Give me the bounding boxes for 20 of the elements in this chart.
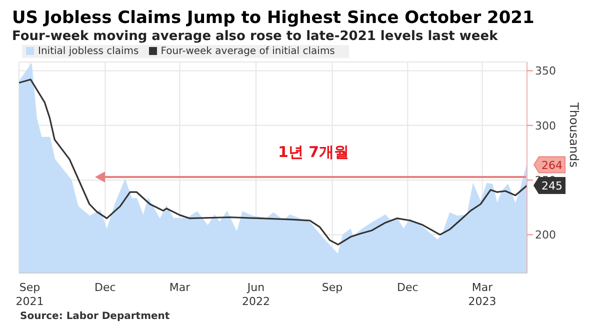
data-label: 264 — [542, 158, 562, 172]
x-tick-label: Dec — [397, 281, 418, 294]
y-tick-label: 350 — [535, 64, 556, 78]
x-tick-label: Sep — [322, 281, 343, 294]
x-tick-label: Sep 2021 — [16, 281, 44, 308]
legend-label: Initial jobless claims — [38, 46, 139, 57]
x-tick-label: Jun 2022 — [242, 281, 270, 308]
chart-title: US Jobless Claims Jump to Highest Since October 2021 — [11, 8, 536, 28]
x-tick-label: Mar 2023 — [468, 281, 496, 308]
y-tick-label: 300 — [535, 119, 556, 132]
line-series — [19, 78, 527, 246]
chart-subtitle: Four-week moving average also rose to late-2021 levels last week — [11, 28, 499, 45]
source-note: Source: Labor Department — [19, 311, 171, 323]
y-axis-title: Thousands — [566, 102, 581, 168]
x-tick-label: Mar — [169, 281, 191, 294]
legend-label: Four-week average of initial claims — [160, 46, 335, 57]
y-tick-label: 200 — [535, 228, 556, 242]
data-label: 245 — [542, 180, 562, 193]
annotation: 1년 7개월 — [278, 143, 350, 162]
x-tick-label: Dec — [94, 281, 116, 294]
